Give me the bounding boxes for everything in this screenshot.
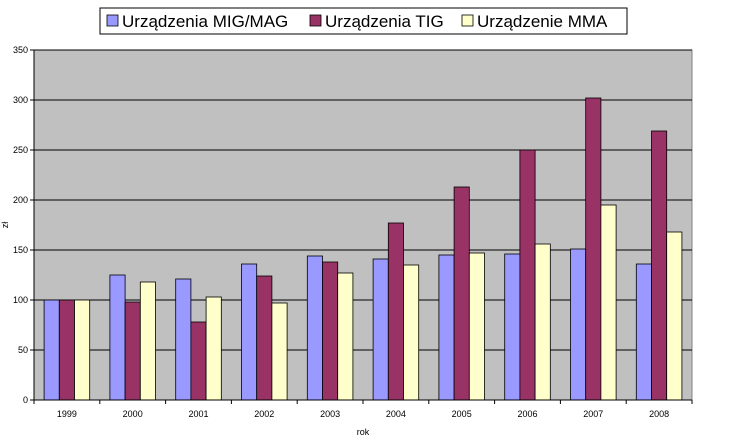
- legend-label-3: Urządzenie MMA: [477, 12, 608, 31]
- x-tick-label: 2005: [452, 409, 472, 419]
- legend-label-2: Urządzenia TIG: [325, 12, 444, 31]
- legend-label-1: Urządzenia MIG/MAG: [122, 12, 288, 31]
- x-tick-label: 2007: [583, 409, 603, 419]
- bar-2-2006: [519, 149, 536, 401]
- bar-3-1999: [74, 299, 91, 401]
- bar-3-2002: [271, 302, 288, 401]
- x-tick-label: 2001: [188, 409, 208, 419]
- bar-3-2008: [666, 231, 683, 401]
- bar-1-1999: [43, 299, 60, 401]
- bar-1-2008: [635, 263, 652, 401]
- y-tick-label: 150: [13, 245, 28, 255]
- bar-1-2004: [372, 258, 389, 401]
- x-tick-label: 2006: [517, 409, 537, 419]
- legend-box: [99, 7, 628, 35]
- y-tick-label: 0: [23, 395, 28, 405]
- bar-1-2006: [504, 253, 521, 401]
- y-tick-label: 50: [18, 345, 28, 355]
- y-tick-label: 100: [13, 295, 28, 305]
- bar-3-2000: [139, 281, 156, 401]
- bar-3-2006: [534, 243, 551, 401]
- y-tick-label: 300: [13, 95, 28, 105]
- legend-swatch-1: [106, 14, 119, 27]
- x-axis-title: rok: [357, 427, 370, 437]
- bar-2-2002: [256, 275, 273, 401]
- bar-3-2004: [403, 264, 420, 401]
- bar-1-2001: [175, 278, 192, 401]
- bar-2-2004: [387, 222, 404, 401]
- bar-2-2003: [322, 261, 339, 401]
- y-tick-label: 350: [13, 45, 28, 55]
- x-tick-label: 1999: [57, 409, 77, 419]
- bar-3-2003: [337, 272, 354, 401]
- bars: [43, 97, 683, 401]
- x-tick-label: 2000: [123, 409, 143, 419]
- bar-2-2000: [124, 301, 141, 401]
- bar-2-2008: [651, 130, 668, 401]
- legend: Urządzenia MIG/MAG Urządzenia TIG Urządzen…: [99, 7, 628, 35]
- bar-1-2003: [306, 255, 323, 401]
- axes: 0 50 100 150 200 250 300 350 1999 2000 2001 2002 200…: [13, 45, 693, 419]
- bar-2-2007: [585, 97, 602, 401]
- legend-swatch-3: [461, 14, 474, 27]
- x-tick-label: 2002: [254, 409, 274, 419]
- bar-3-2007: [600, 204, 617, 401]
- y-tick-label: 250: [13, 145, 28, 155]
- x-tick-label: 2004: [386, 409, 406, 419]
- bar-2-1999: [58, 299, 75, 401]
- x-tick-label: 2008: [649, 409, 669, 419]
- bar-1-2005: [438, 254, 455, 401]
- bar-2-2001: [190, 321, 207, 401]
- y-tick-label: 200: [13, 195, 28, 205]
- bar-3-2001: [205, 296, 222, 401]
- bar-2-2005: [453, 186, 470, 401]
- bar-1-2002: [241, 263, 258, 401]
- legend-swatch-2: [309, 14, 322, 27]
- bar-3-2005: [468, 252, 485, 401]
- bar-1-2000: [109, 274, 126, 401]
- y-axis-title: zł: [0, 222, 10, 229]
- x-tick-label: 2003: [320, 409, 340, 419]
- bar-1-2007: [570, 248, 587, 401]
